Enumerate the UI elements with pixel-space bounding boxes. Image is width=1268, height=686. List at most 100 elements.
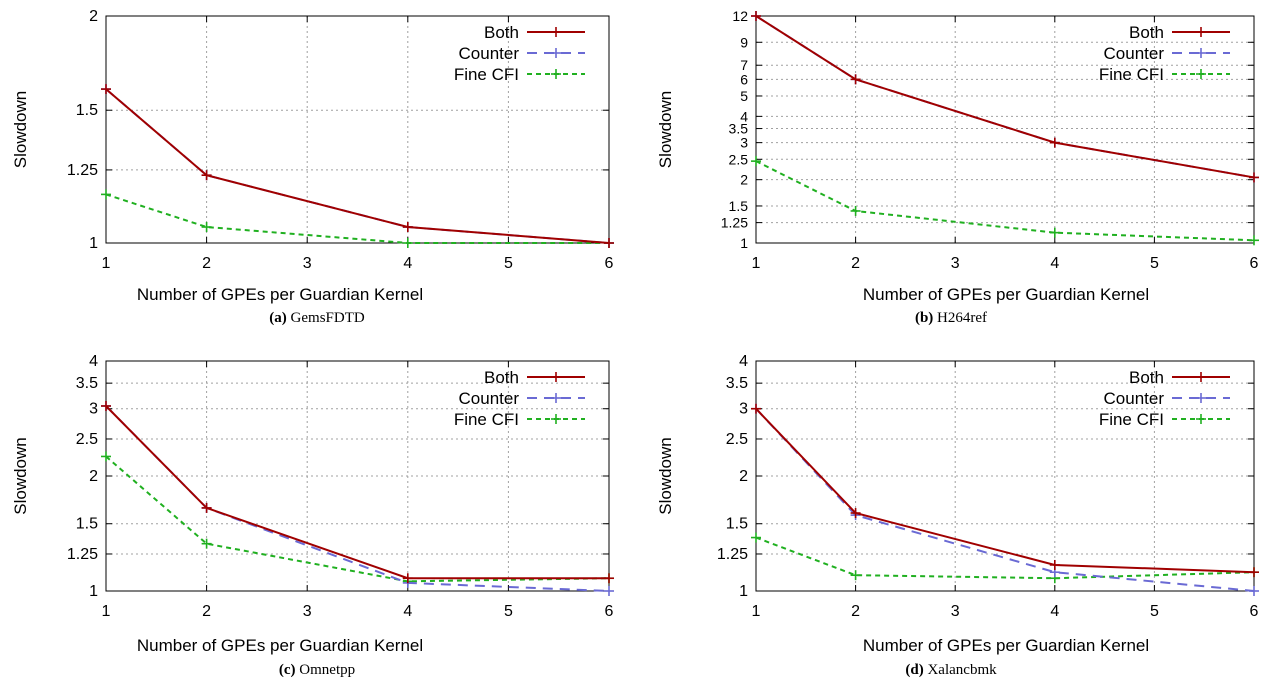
x-tick-label: 2 (202, 255, 211, 272)
y-tick-label: 3.5 (726, 375, 748, 392)
legend-marker (1196, 372, 1206, 382)
series-line-fine-cfi (105, 193, 609, 244)
data-point-counter (604, 586, 614, 596)
y-tick-label: 1.25 (67, 546, 98, 563)
x-tick-label: 6 (605, 255, 614, 272)
x-tick-label: 4 (1050, 255, 1059, 272)
data-point-both (402, 573, 413, 584)
y-tick-label: 3 (739, 401, 748, 418)
legend-label: Counter (459, 389, 520, 408)
series-line-both (105, 405, 609, 580)
legend-marker (551, 372, 561, 382)
data-point-fine-cfi (850, 205, 861, 216)
x-axis-label: Number of GPEs per Guardian Kernel (863, 285, 1149, 304)
caption-label: (b) (914, 310, 934, 326)
y-tick-label: 4 (89, 353, 98, 370)
caption-h264ref: (b) H264ref (634, 310, 1268, 327)
legend-marker (1196, 393, 1206, 403)
y-tick-label: 1.5 (76, 516, 98, 533)
chart-panel-h264ref: 1 2 3 4 5 6 1 1.25 1.5 2 2.5 3 3.5 4 5 6 7 9 12 Number of G… (634, 0, 1268, 343)
legend: Both Counter Fine CFI (454, 368, 585, 429)
x-tick-label: 4 (1050, 603, 1059, 620)
x-axis-label: Number of GPEs per Guardian Kernel (863, 636, 1149, 655)
chart-omnetpp: 1 2 3 4 5 6 1 1.25 1.5 2 2.5 3 3.5 4 Number of GPEs pe… (11, 353, 614, 655)
data-point-both (751, 11, 761, 21)
x-tick-label: 6 (605, 603, 614, 620)
y-tick-label: 6 (740, 71, 748, 87)
x-tick-label: 2 (851, 603, 860, 620)
y-axis-label: Slowdown (656, 91, 675, 169)
y-tick-label: 2.5 (729, 151, 749, 167)
caption-text: Xalancbmk (927, 662, 997, 678)
caption-text: Omnetpp (299, 662, 356, 678)
data-point-fine-cfi (402, 238, 413, 248)
data-point-both (101, 400, 111, 411)
legend-marker (551, 393, 561, 403)
legend: Both Counter Fine CFI (454, 23, 585, 84)
data-point-fine-cfi (201, 222, 212, 233)
caption-label: (c) (278, 662, 296, 678)
legend-label: Both (1129, 23, 1164, 42)
data-point-both (1249, 567, 1259, 578)
data-point-both (402, 222, 413, 233)
series-line-fine-cfi (105, 455, 610, 583)
legend: Both Counter Fine CFI (1099, 368, 1230, 429)
caption-omnetpp: (c) Omnetpp (0, 662, 634, 679)
x-tick-label: 3 (303, 603, 312, 620)
series-line-both (105, 88, 610, 244)
series-line-counter (755, 408, 1255, 592)
x-axis-label: Number of GPEs per Guardian Kernel (137, 636, 423, 655)
legend-marker (551, 27, 561, 37)
y-tick-label: 1 (739, 583, 748, 600)
legend-label: Counter (1104, 389, 1165, 408)
caption-gemsfdtd: (a) GemsFDTD (0, 310, 634, 327)
data-point-fine-cfi (201, 538, 212, 549)
legend-label: Fine CFI (1099, 410, 1164, 429)
series-line-counter (755, 15, 1255, 179)
x-tick-label: 1 (102, 603, 111, 620)
x-tick-label: 4 (403, 255, 412, 272)
x-tick-label: 3 (303, 255, 312, 272)
data-point-fine-cfi (751, 156, 761, 167)
y-axis-label: Slowdown (11, 437, 30, 515)
chart-gemsfdtd: 1 2 3 4 5 6 1 1.25 1.5 2 Number of GPEs per Guardi… (11, 8, 614, 304)
y-tick-label: 2.5 (76, 431, 98, 448)
series-line-fine-cfi (755, 160, 1255, 242)
y-tick-label: 3.5 (729, 121, 749, 137)
x-tick-label: 5 (504, 255, 513, 272)
y-tick-label: 3 (89, 401, 98, 418)
data-point-both (1049, 559, 1060, 570)
y-tick-label: 1.5 (729, 198, 749, 214)
x-tick-label: 3 (951, 603, 960, 620)
y-tick-label: 2 (89, 8, 98, 25)
y-tick-label: 3 (740, 135, 748, 151)
y-tick-label: 1.5 (76, 102, 98, 119)
plot-frame (755, 15, 1255, 244)
x-tick-label: 1 (102, 255, 111, 272)
legend-label: Fine CFI (454, 65, 519, 84)
legend-marker (1196, 27, 1206, 37)
x-tick-label: 1 (752, 255, 761, 272)
legend-label: Fine CFI (1099, 65, 1164, 84)
series-line-both (755, 15, 1255, 179)
chart-xalancbmk: 1 2 3 4 5 6 1 1.25 1.5 2 2.5 3 3.5 4 Number of GPEs pe… (656, 353, 1259, 655)
data-point-both (604, 238, 614, 248)
caption-label: (d) (905, 662, 924, 678)
y-tick-label: 12 (732, 8, 748, 24)
caption-text: GemsFDTD (290, 310, 365, 326)
series-line-counter (105, 88, 610, 244)
x-tick-label: 6 (1250, 603, 1259, 620)
y-axis-label: Slowdown (656, 437, 675, 515)
data-point-fine-cfi (101, 451, 111, 462)
y-tick-label: 4 (739, 353, 748, 370)
data-point-both (1049, 137, 1060, 148)
data-point-both (850, 508, 861, 519)
series-line-both (755, 408, 1255, 574)
legend-label: Fine CFI (454, 410, 519, 429)
x-tick-label: 2 (202, 603, 211, 620)
y-tick-label: 1.25 (721, 215, 748, 231)
data-point-fine-cfi (101, 189, 111, 200)
x-tick-label: 2 (851, 255, 860, 272)
x-tick-label: 1 (752, 603, 761, 620)
